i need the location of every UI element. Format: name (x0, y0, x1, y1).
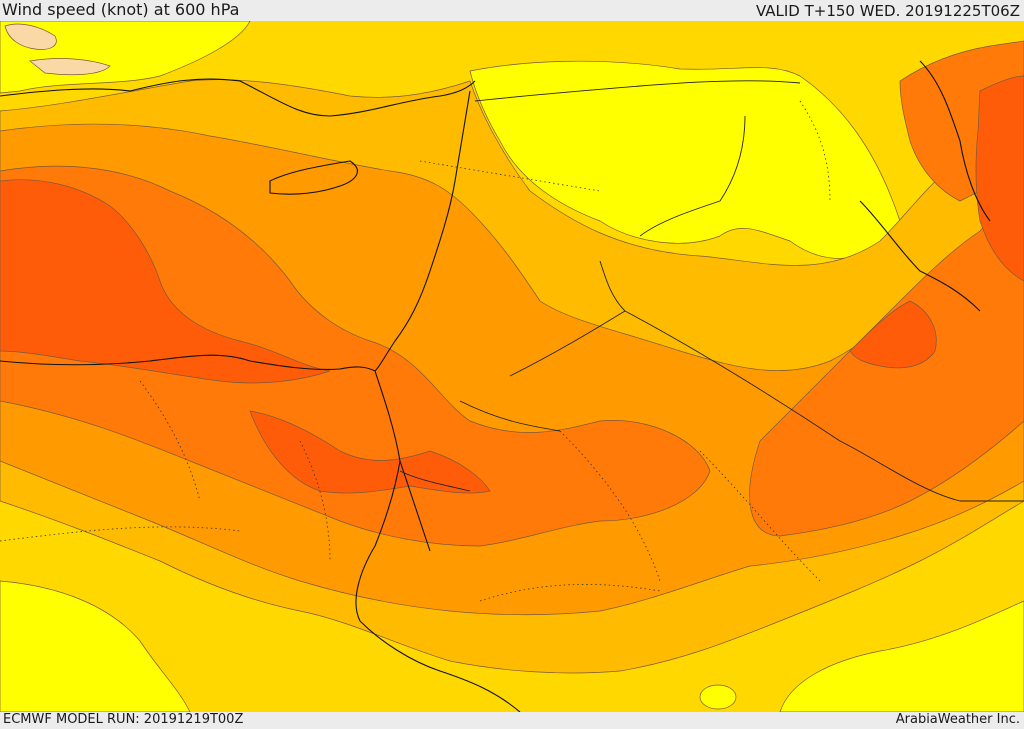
model-run-label: ECMWF MODEL RUN: 20191219T00Z (3, 712, 244, 727)
band-dark-orange (0, 165, 711, 547)
band-bright-nw (0, 21, 251, 94)
map-title: Wind speed (knot) at 600 hPa (2, 0, 240, 19)
wind-speed-map (0, 21, 1024, 712)
band-bright-spot (699, 684, 737, 710)
map-footer: ECMWF MODEL RUN: 20191219T00Z ArabiaWeat… (0, 712, 1024, 729)
band-calm (4, 23, 57, 50)
country-borders (399, 80, 1024, 502)
admin-boundaries (0, 100, 831, 602)
coastlines (0, 60, 991, 712)
credit-label: ArabiaWeather Inc. (895, 712, 1020, 727)
band-bright-ne (469, 60, 901, 259)
band-deep-west (0, 179, 331, 384)
valid-time: VALID T+150 WED. 20191225T06Z (755, 2, 1020, 20)
band-bright-se (779, 600, 1024, 712)
band-deep-east (975, 75, 1024, 282)
band-deep-iraq (849, 300, 937, 369)
band-deep-sinai (249, 410, 491, 494)
band-calm-2 (29, 58, 111, 76)
map-header: Wind speed (knot) at 600 hPa VALID T+150… (0, 0, 1024, 21)
band-bright-sw (0, 580, 191, 712)
